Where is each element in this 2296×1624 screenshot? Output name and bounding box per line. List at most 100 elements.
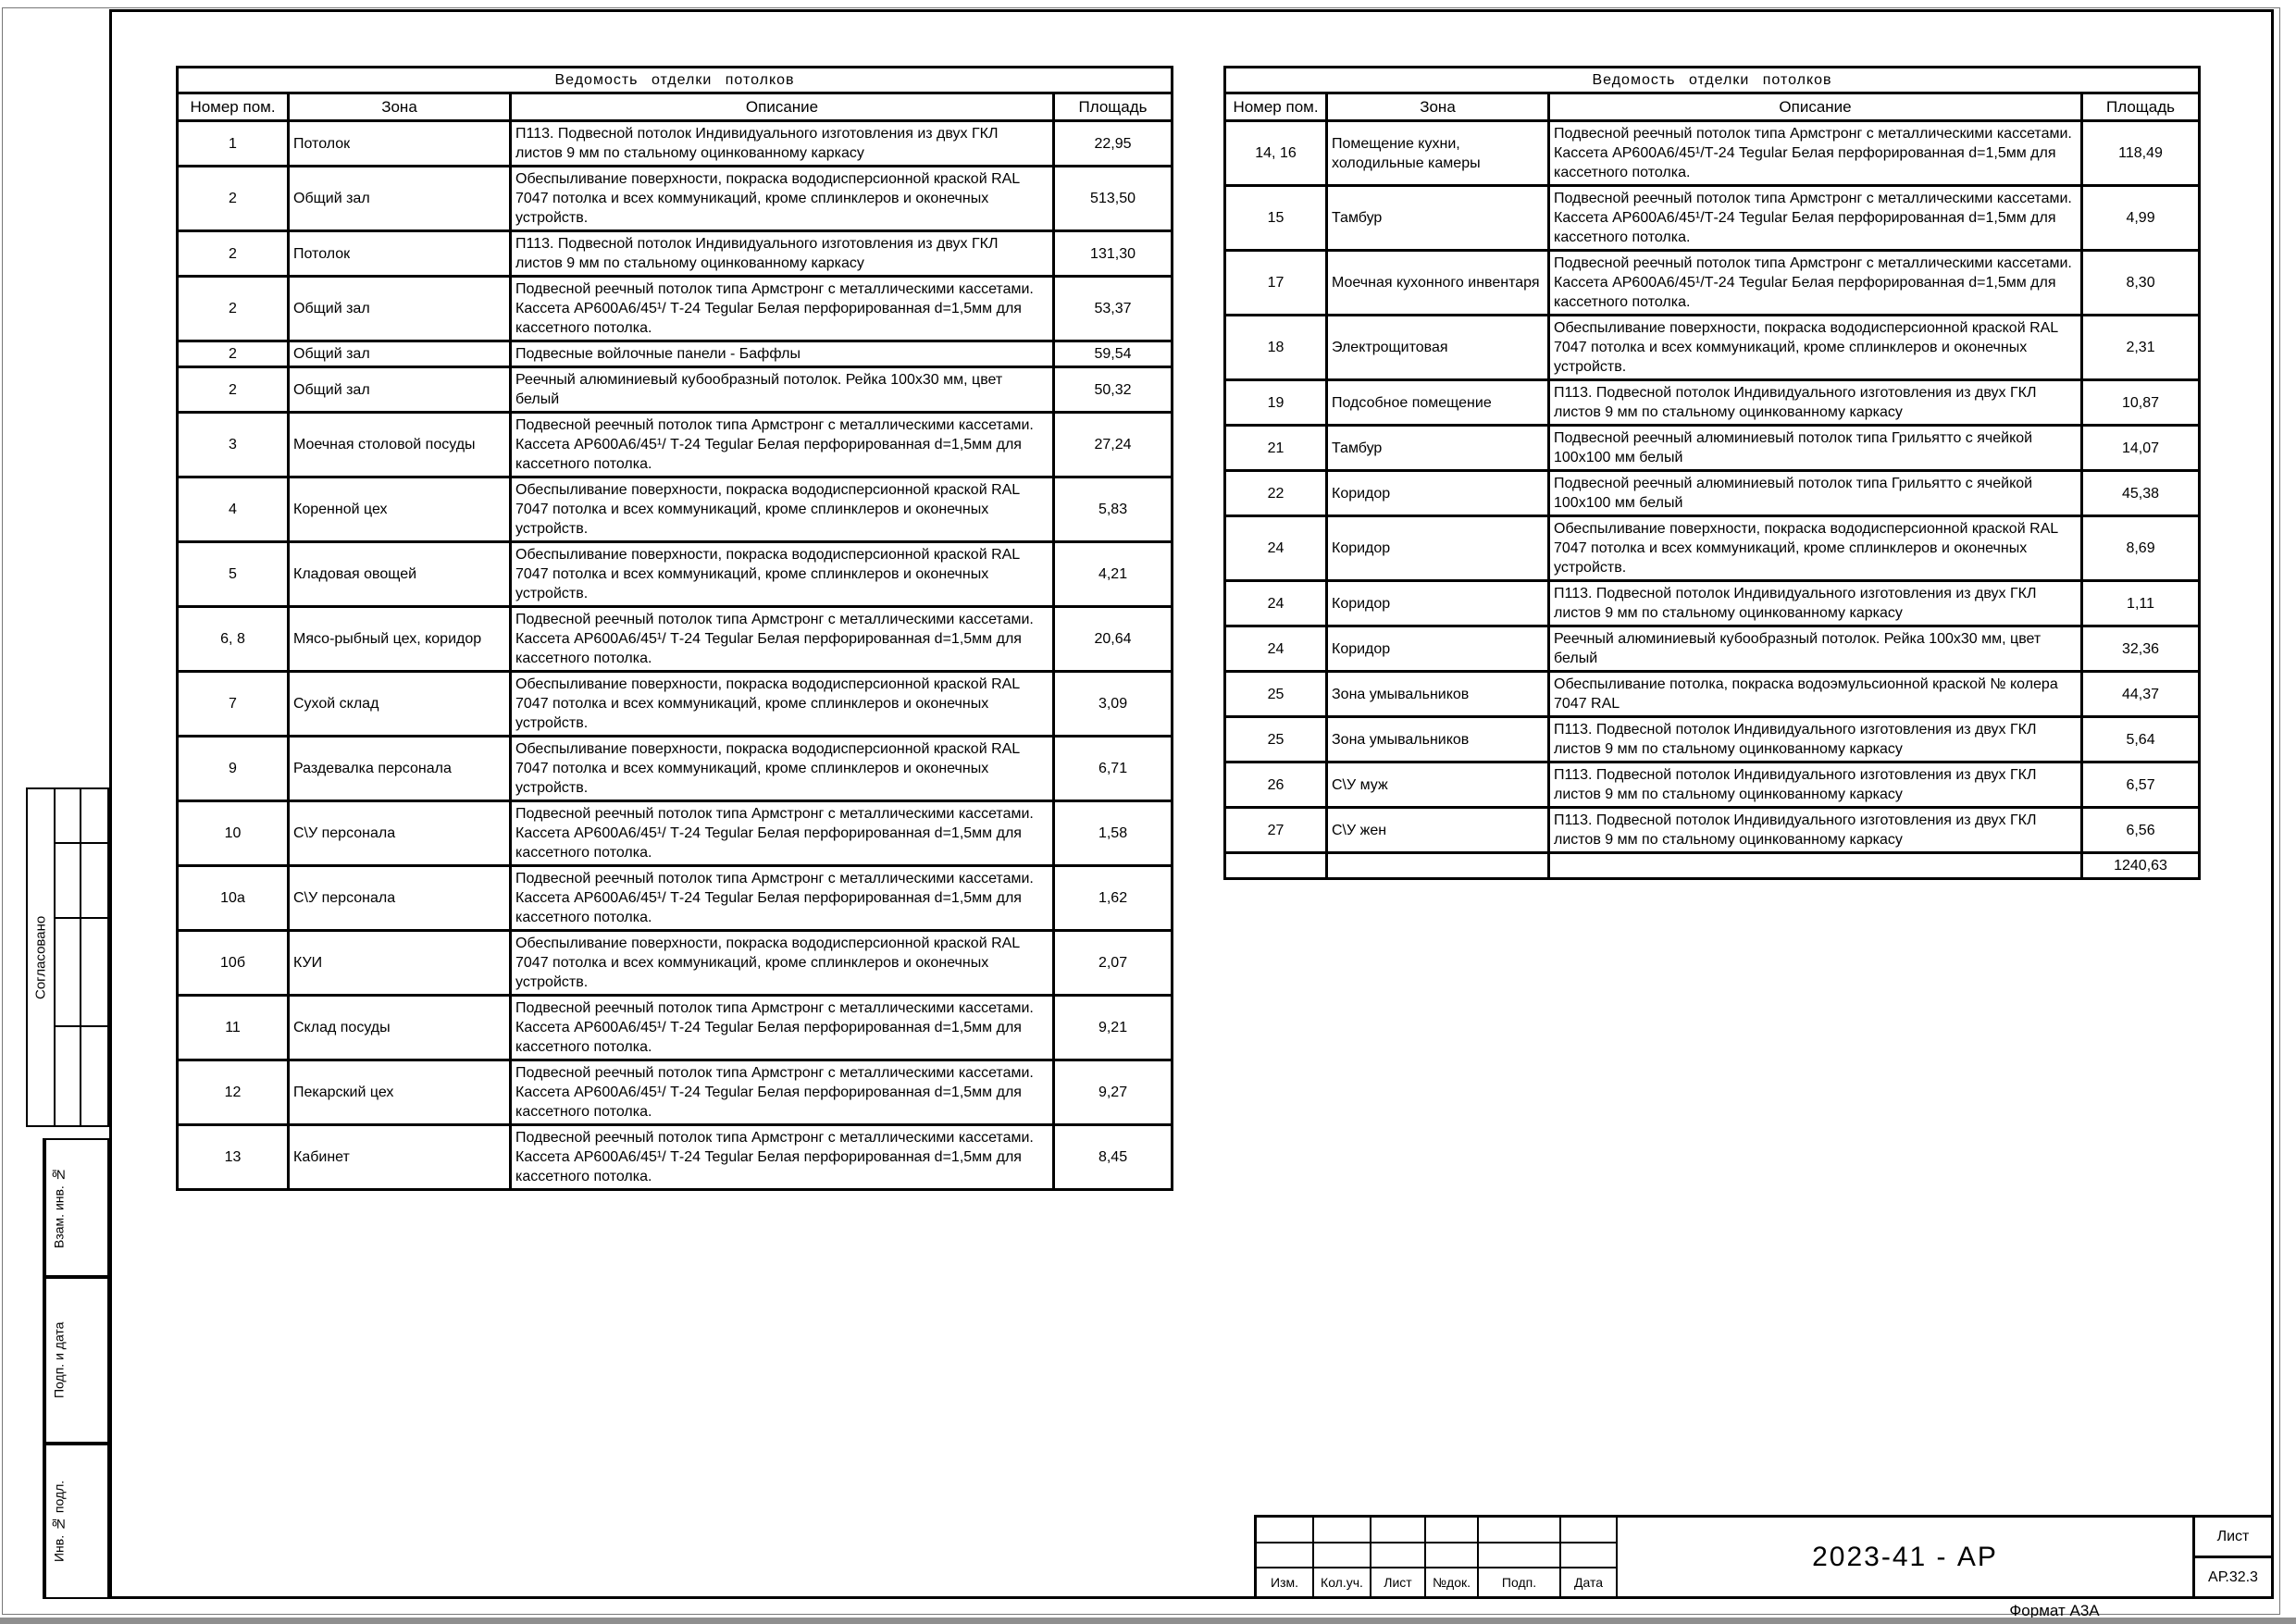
revision-grid-label: №док. xyxy=(1426,1568,1479,1596)
revision-grid-cell xyxy=(1561,1543,1618,1568)
table-row: 24 Коридор П113. Подвесной потолок Индивид… xyxy=(1223,579,2202,627)
table-row: 25 Зона умывальников Обеспыливание потолка… xyxy=(1223,670,2202,718)
cell-desc: П113. Подвесной потолок Индивидуального … xyxy=(1547,579,2083,627)
cell-desc: Подвесные войлочные панели - Баффлы xyxy=(509,340,1055,368)
cell-desc: Обеспыливание поверхности, покраска водо… xyxy=(509,929,1055,997)
table-row: 1 Потолок П113. Подвесной потолок Индивиду… xyxy=(176,119,1174,167)
cell-zone: С\У персонала xyxy=(287,864,512,932)
ceiling-schedule-table-right: Ведомость отделки потолков Номер пом. Зон… xyxy=(1222,66,2202,880)
cell-num: 3 xyxy=(176,411,290,478)
cell-area: 4,99 xyxy=(2079,184,2202,252)
cell-area: 59,54 xyxy=(1051,340,1174,368)
cell-num: 11 xyxy=(176,994,290,1061)
cell-desc: Обеспыливание поверхности, покраска водо… xyxy=(509,670,1055,738)
cell-zone: Кабинет xyxy=(287,1123,512,1191)
table-row: 6, 8 Мясо-рыбный цех, коридор Подвесной ре… xyxy=(176,605,1174,673)
column-header: Зона xyxy=(1325,92,1550,122)
cell-num: 24 xyxy=(1223,625,1328,673)
cell-num: 18 xyxy=(1223,314,1328,381)
cell-area: 22,95 xyxy=(1051,119,1174,167)
cell-desc: Подвесной реечный потолок типа Армстронг… xyxy=(509,411,1055,478)
cell-zone: Потолок xyxy=(287,229,512,278)
cell-zone: Коридор xyxy=(1325,514,1550,582)
revision-grid-label: Дата xyxy=(1561,1568,1618,1596)
stamp-cell xyxy=(81,1027,107,1125)
revision-grid-label: Кол.уч. xyxy=(1314,1568,1371,1596)
cell-num: 10а xyxy=(176,864,290,932)
cell-zone: Склад посуды xyxy=(287,994,512,1061)
stamp-cell xyxy=(56,1027,81,1125)
cell-num: 2 xyxy=(176,275,290,342)
cell-desc: Подвесной реечный потолок типа Армстронг… xyxy=(509,800,1055,867)
cell-num: 21 xyxy=(1223,424,1328,472)
cell-area: 5,64 xyxy=(2079,715,2202,763)
revision-grid-cell xyxy=(1314,1543,1371,1568)
cell-area: 6,56 xyxy=(2079,806,2202,854)
cell-num: 22 xyxy=(1223,469,1328,517)
table-row: 2 Общий зал Реечный алюминиевый кубообразн… xyxy=(176,366,1174,414)
cell-num: 2 xyxy=(176,165,290,232)
table-header-row: Номер пом. Зона Описание Площадь xyxy=(176,92,1174,122)
cell-area: 27,24 xyxy=(1051,411,1174,478)
ceiling-schedule-table-left: Ведомость отделки потолков Номер пом. Зон… xyxy=(175,66,1174,1191)
cell-area: 4,21 xyxy=(1051,540,1174,608)
table-row: 2 Общий зал Подвесной реечный потолок типа… xyxy=(176,275,1174,342)
revision-grid-cell xyxy=(1479,1543,1561,1568)
stamp-vzam-inv: Взам. инв. № xyxy=(43,1138,109,1277)
cell-desc: Обеспыливание поверхности, покраска водо… xyxy=(509,476,1055,543)
table-row: 9 Раздевалка персонала Обеспыливание повер… xyxy=(176,735,1174,802)
table-row: 5 Кладовая овощей Обеспыливание поверхност… xyxy=(176,540,1174,608)
stamp-cell xyxy=(81,919,107,1027)
table-row: 27 С\У жен П113. Подвесной потолок Индивид… xyxy=(1223,806,2202,854)
cell-area: 44,37 xyxy=(2079,670,2202,718)
stamp-cell xyxy=(56,919,81,1027)
cell-desc: Подвесной реечный потолок типа Армстронг… xyxy=(509,1123,1055,1191)
cell-desc: Подвесной реечный потолок типа Армстронг… xyxy=(509,275,1055,342)
table-row: 10 С\У персонала Подвесной реечный потолок… xyxy=(176,800,1174,867)
table-row: 1240,63 xyxy=(1223,851,2202,880)
cell-area: 45,38 xyxy=(2079,469,2202,517)
cell-num: 2 xyxy=(176,229,290,278)
cell-desc: Подвесной реечный потолок типа Армстронг… xyxy=(509,1059,1055,1126)
stamp-label: Инв. № подл. xyxy=(44,1445,71,1597)
sheet-info: Лист АР.32.3 xyxy=(2195,1518,2271,1596)
table-title: Ведомость отделки потолков xyxy=(1222,66,2202,94)
cell-area: 53,37 xyxy=(1051,275,1174,342)
cell-zone: Электрощитовая xyxy=(1325,314,1550,381)
paper-edge xyxy=(2,7,2280,1615)
cell-area: 8,30 xyxy=(2079,249,2202,316)
cell-area: 1240,63 xyxy=(2079,851,2202,880)
cell-num: 13 xyxy=(176,1123,290,1191)
column-header: Номер пом. xyxy=(1223,92,1328,122)
column-header: Номер пом. xyxy=(176,92,290,122)
table-row: 7 Сухой склад Обеспыливание поверхности, п… xyxy=(176,670,1174,738)
revision-grid-cell xyxy=(1426,1518,1479,1543)
stamp-cell xyxy=(81,789,107,844)
cell-desc: Подвесной реечный потолок типа Армстронг… xyxy=(509,994,1055,1061)
table-row: 3 Моечная столовой посуды Подвесной реечны… xyxy=(176,411,1174,478)
cell-num: 7 xyxy=(176,670,290,738)
table-row: 21 Тамбур Подвесной реечный алюминиевый по… xyxy=(1223,424,2202,472)
revision-grid-cell xyxy=(1257,1518,1314,1543)
table-row: 2 Общий зал Обеспыливание поверхности, пок… xyxy=(176,165,1174,232)
revision-grid-cell xyxy=(1314,1518,1371,1543)
sheet-code: АР.32.3 xyxy=(2208,1568,2258,1585)
cell-zone: Моечная кухонного инвентаря xyxy=(1325,249,1550,316)
cell-zone: Общий зал xyxy=(287,366,512,414)
cell-zone: Зона умывальников xyxy=(1325,670,1550,718)
stamp-cell xyxy=(56,789,81,844)
table-row: 26 С\У муж П113. Подвесной потолок Индивид… xyxy=(1223,761,2202,809)
table-row: 13 Кабинет Подвесной реечный потолок типа … xyxy=(176,1123,1174,1191)
cell-area: 131,30 xyxy=(1051,229,1174,278)
cell-desc: П113. Подвесной потолок Индивидуального … xyxy=(1547,761,2083,809)
cell-zone xyxy=(1325,851,1550,880)
cell-zone: Общий зал xyxy=(287,275,512,342)
cell-area: 20,64 xyxy=(1051,605,1174,673)
stamp-cell xyxy=(56,844,81,919)
cell-area: 9,27 xyxy=(1051,1059,1174,1126)
stamp-empty-cell xyxy=(71,1279,107,1442)
cell-num: 10б xyxy=(176,929,290,997)
stamp-label: Взам. инв. № xyxy=(44,1140,71,1275)
cell-num: 12 xyxy=(176,1059,290,1126)
